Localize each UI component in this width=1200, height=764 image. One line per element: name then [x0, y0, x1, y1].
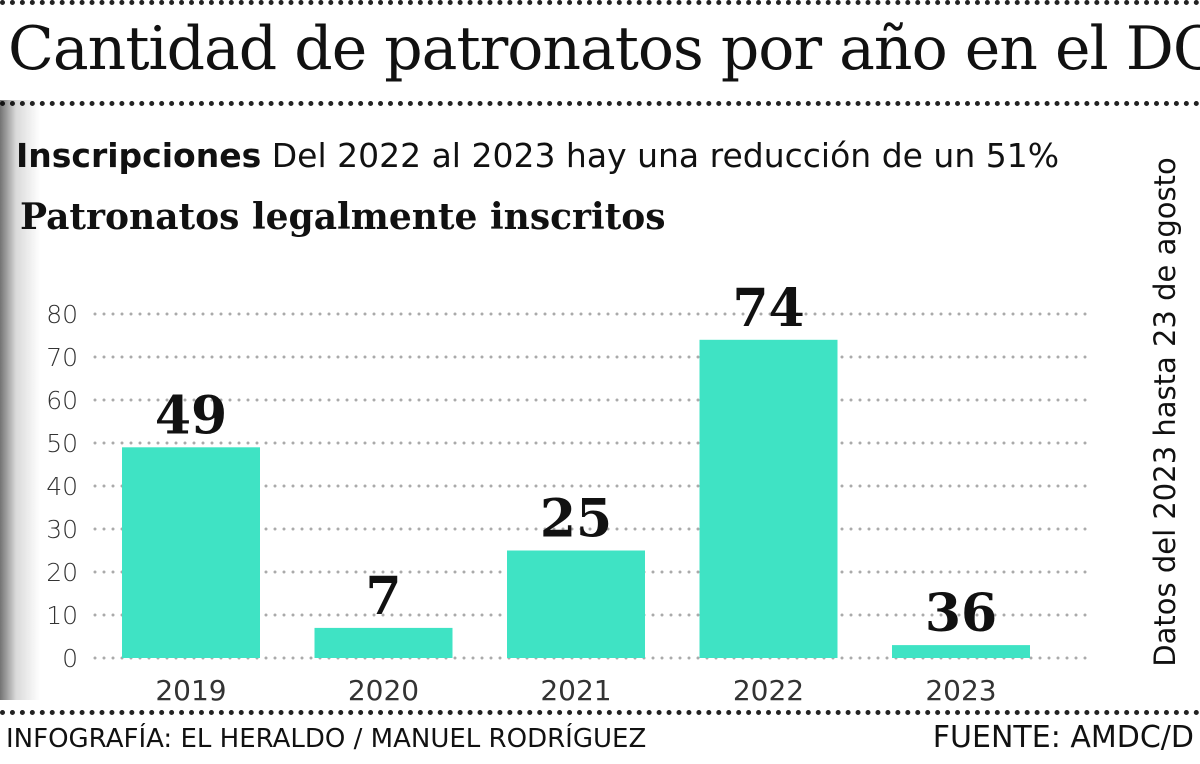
subtitle-text: Del 2022 al 2023 hay una reducción de un… — [261, 136, 1060, 175]
data-label-2020: 7 — [365, 566, 401, 627]
y-tick-label: 50 — [46, 429, 78, 458]
page-fold-shadow — [0, 100, 40, 700]
y-tick-label: 30 — [46, 515, 78, 544]
y-tick-label: 10 — [46, 601, 78, 630]
data-label-2022: 74 — [732, 278, 804, 339]
bar-2022 — [699, 339, 838, 658]
top-divider — [0, 0, 1200, 5]
y-tick-label: 0 — [62, 644, 78, 673]
data-label-2021: 25 — [540, 489, 612, 550]
subtitle: Inscripciones Del 2022 al 2023 hay una r… — [16, 136, 1059, 175]
y-tick-label: 80 — [46, 300, 78, 329]
chart-title: Patronatos legalmente inscritos — [20, 196, 666, 238]
bar-2019 — [122, 447, 260, 658]
x-tick-label: 2022 — [733, 674, 804, 707]
y-tick-label: 70 — [46, 343, 78, 372]
footer-divider — [0, 710, 1200, 715]
footer-credit: INFOGRAFÍA: EL HERALDO / MANUEL RODRÍGUE… — [6, 724, 647, 754]
data-label-2023: 36 — [925, 583, 997, 644]
x-tick-label: 2019 — [155, 674, 226, 707]
bar-2023 — [892, 645, 1030, 658]
y-tick-label: 40 — [46, 472, 78, 501]
x-tick-label: 2020 — [348, 674, 419, 707]
x-tick-label: 2023 — [925, 674, 996, 707]
x-tick-label: 2021 — [540, 674, 611, 707]
bar-2020 — [314, 627, 453, 658]
y-tick-label: 60 — [46, 386, 78, 415]
data-label-2019: 49 — [155, 385, 227, 446]
bar-2021 — [507, 550, 645, 658]
title-divider — [0, 101, 1200, 106]
footer-source: FUENTE: AMDC/D — [932, 720, 1194, 755]
subtitle-bold: Inscripciones — [16, 136, 262, 175]
y-tick-label: 20 — [46, 558, 78, 587]
page-title: Cantidad de patronatos por año en el DC — [8, 14, 1200, 84]
